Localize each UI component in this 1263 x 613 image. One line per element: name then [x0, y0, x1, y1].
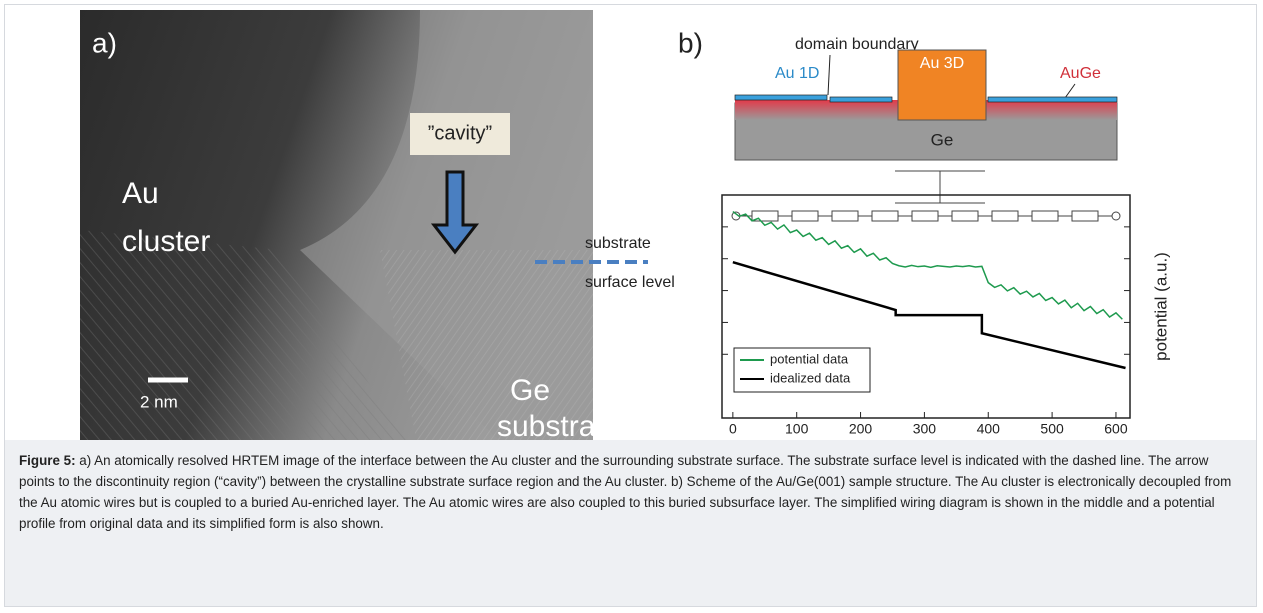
x-tick-label: 600: [1104, 421, 1128, 437]
x-axis-label: position (nm): [877, 439, 975, 440]
x-tick-label: 500: [1040, 421, 1064, 437]
pointer: [827, 54, 831, 96]
resistor: [951, 210, 979, 222]
plot-frame: [721, 194, 1131, 419]
resistor: [751, 210, 779, 222]
pointer: [1064, 83, 1076, 99]
resistor: [871, 210, 899, 222]
au3d-block: [897, 49, 987, 121]
caption-label: Figure 5:: [19, 453, 76, 468]
cluster-label: cluster: [122, 225, 210, 258]
figure: a) ”cavity” Au cluster 2 nm Ge substrate…: [80, 10, 1170, 440]
legend-box: [733, 347, 871, 393]
figure-frame: [4, 4, 1257, 607]
substrate-label: substrate: [497, 410, 620, 440]
resistor: [991, 210, 1019, 222]
surface-text: substrate: [585, 235, 651, 252]
x-tick-label: 400: [977, 421, 1001, 437]
cavity-label: ”cavity”: [428, 122, 492, 144]
au-label: Au: [122, 177, 159, 210]
ge-label: Ge: [510, 374, 550, 407]
scale-label: 2 nm: [140, 392, 178, 411]
au-wire: [734, 94, 828, 101]
series-line: [732, 261, 1126, 370]
au3d-label: Au 3D: [920, 55, 964, 72]
caption-text: a) An atomically resolved HRTEM image of…: [19, 453, 1232, 531]
x-tick-label: 200: [849, 421, 873, 437]
au1d-label: Au 1D: [775, 65, 819, 82]
panel-label: b): [678, 27, 703, 58]
resistor: [791, 210, 819, 222]
lattice: [380, 250, 593, 440]
x-tick-label: 0: [729, 421, 737, 437]
series-line: [732, 210, 1123, 320]
au-wire: [987, 96, 1118, 103]
surface-text: surface level: [585, 274, 675, 291]
legend-label: potential data: [770, 351, 849, 366]
cavity-box: [410, 113, 510, 155]
cluster-stripes: [80, 230, 407, 440]
au-wire: [829, 96, 893, 103]
domain-boundary: domain boundary: [795, 36, 919, 53]
wiring-diagram: [731, 170, 1121, 222]
panel-label: a): [92, 27, 117, 58]
y-axis-label: potential (a.u.): [1151, 252, 1170, 361]
resistor: [911, 210, 939, 222]
legend-label: idealized data: [770, 370, 851, 385]
x-tick-label: 300: [913, 421, 937, 437]
ge-label: Ge: [931, 130, 954, 149]
resistor: [1071, 210, 1099, 222]
auge-label: AuGe: [1060, 65, 1101, 82]
arrow: [430, 170, 480, 255]
caption: Figure 5: a) An atomically resolved HRTE…: [5, 440, 1256, 606]
resistor: [831, 210, 859, 222]
x-tick-label: 100: [785, 421, 809, 437]
resistor: [1031, 210, 1059, 222]
